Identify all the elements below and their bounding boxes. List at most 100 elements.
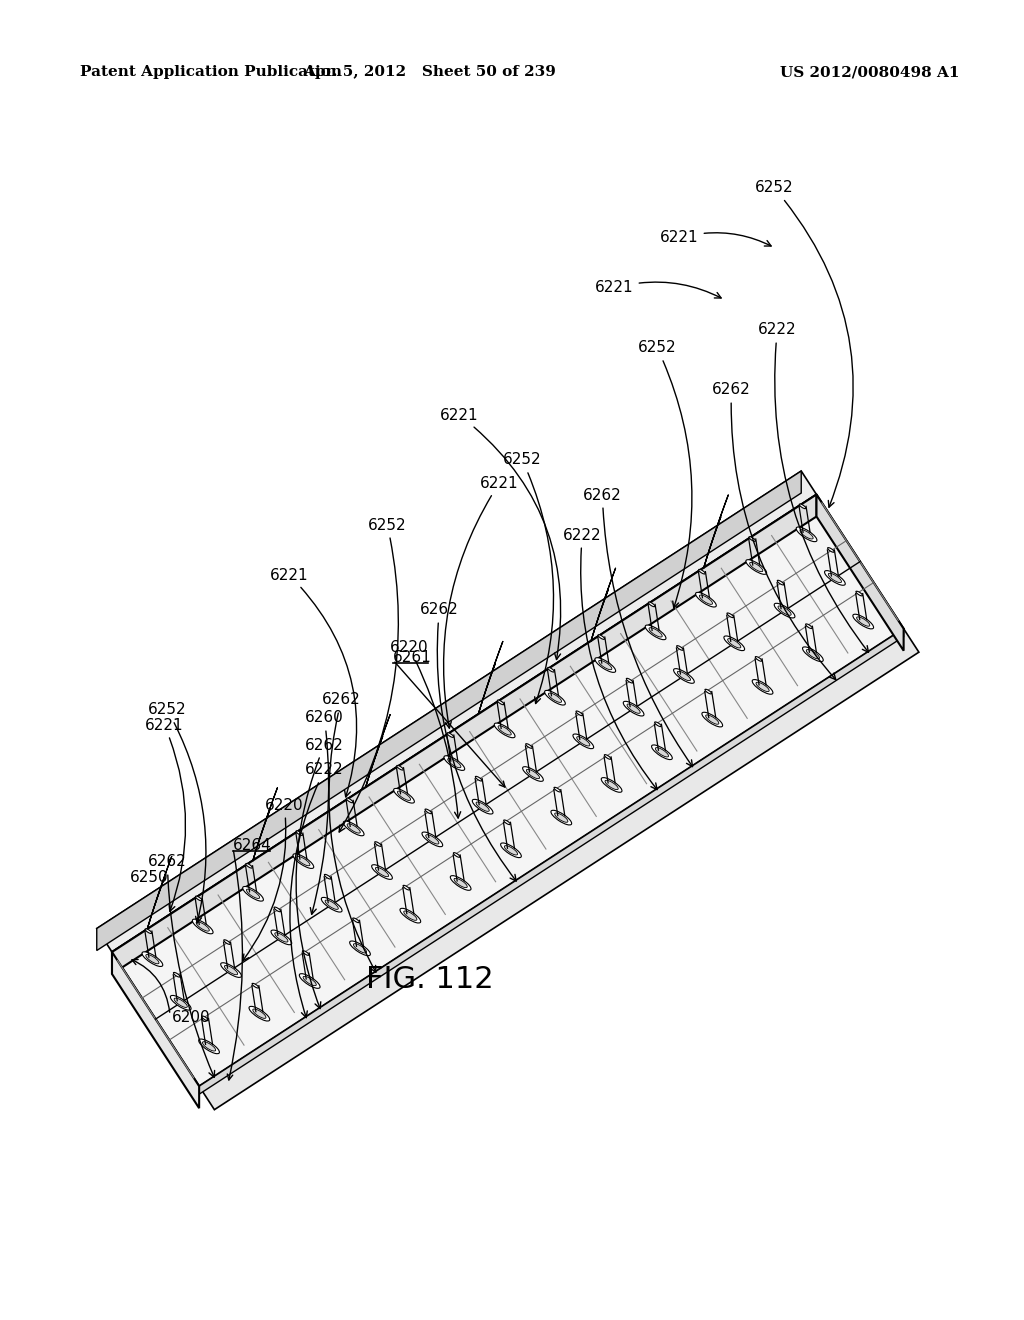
Ellipse shape — [828, 573, 842, 582]
Ellipse shape — [677, 672, 690, 681]
Text: 6252: 6252 — [755, 181, 853, 507]
Ellipse shape — [203, 1041, 216, 1051]
Text: 6252: 6252 — [503, 453, 554, 704]
Text: 6222: 6222 — [290, 763, 344, 1018]
Ellipse shape — [645, 626, 666, 640]
Ellipse shape — [803, 647, 823, 661]
Ellipse shape — [325, 900, 338, 909]
Ellipse shape — [749, 537, 756, 541]
Ellipse shape — [224, 940, 230, 944]
Ellipse shape — [400, 908, 421, 923]
Ellipse shape — [827, 548, 835, 552]
Ellipse shape — [604, 755, 611, 759]
Text: 6262: 6262 — [583, 487, 692, 767]
Ellipse shape — [202, 1016, 208, 1020]
Ellipse shape — [454, 853, 460, 857]
Text: 6221: 6221 — [440, 408, 561, 660]
Ellipse shape — [199, 1039, 219, 1053]
Ellipse shape — [193, 919, 213, 933]
Ellipse shape — [698, 569, 706, 574]
Ellipse shape — [575, 711, 583, 715]
Ellipse shape — [253, 1008, 266, 1018]
Ellipse shape — [271, 931, 292, 945]
Text: Apr. 5, 2012   Sheet 50 of 239: Apr. 5, 2012 Sheet 50 of 239 — [303, 65, 556, 79]
Ellipse shape — [551, 810, 571, 825]
Ellipse shape — [495, 723, 515, 738]
Ellipse shape — [750, 562, 763, 572]
Ellipse shape — [349, 941, 371, 956]
Polygon shape — [112, 495, 903, 1086]
Ellipse shape — [525, 743, 532, 748]
Ellipse shape — [648, 602, 655, 607]
Ellipse shape — [196, 896, 202, 900]
Ellipse shape — [548, 668, 554, 672]
Ellipse shape — [577, 737, 590, 746]
Ellipse shape — [522, 767, 544, 781]
Ellipse shape — [756, 656, 762, 661]
Ellipse shape — [627, 678, 633, 682]
Text: 6262: 6262 — [420, 602, 516, 880]
Ellipse shape — [545, 690, 565, 705]
Ellipse shape — [221, 962, 242, 977]
Polygon shape — [816, 495, 903, 651]
Ellipse shape — [346, 799, 353, 803]
Ellipse shape — [649, 628, 663, 638]
Ellipse shape — [376, 867, 389, 876]
Text: 6260: 6260 — [305, 710, 344, 915]
Ellipse shape — [505, 846, 517, 855]
Ellipse shape — [695, 593, 717, 607]
Ellipse shape — [224, 965, 238, 974]
Text: 6221: 6221 — [145, 718, 185, 911]
Ellipse shape — [627, 704, 640, 713]
Ellipse shape — [197, 921, 209, 931]
Ellipse shape — [853, 614, 873, 628]
Ellipse shape — [806, 624, 812, 628]
Text: 6262: 6262 — [296, 738, 344, 1008]
Ellipse shape — [343, 821, 365, 836]
Ellipse shape — [447, 759, 461, 768]
Text: 6222: 6222 — [563, 528, 657, 789]
Ellipse shape — [599, 660, 612, 669]
Ellipse shape — [274, 907, 281, 912]
Ellipse shape — [800, 504, 806, 508]
Ellipse shape — [252, 983, 259, 989]
Text: 6221: 6221 — [270, 568, 356, 797]
Ellipse shape — [598, 635, 604, 639]
Ellipse shape — [302, 950, 309, 956]
Ellipse shape — [573, 734, 594, 748]
Ellipse shape — [800, 529, 813, 539]
Text: 6221: 6221 — [443, 475, 518, 729]
Ellipse shape — [806, 649, 819, 659]
Ellipse shape — [857, 616, 869, 626]
Ellipse shape — [142, 952, 163, 966]
Ellipse shape — [274, 933, 288, 942]
Ellipse shape — [472, 800, 493, 814]
Ellipse shape — [303, 977, 316, 986]
Ellipse shape — [554, 787, 560, 792]
Ellipse shape — [403, 911, 417, 920]
Ellipse shape — [651, 744, 673, 759]
Polygon shape — [112, 495, 816, 974]
Ellipse shape — [774, 603, 795, 618]
Ellipse shape — [797, 527, 817, 541]
Ellipse shape — [824, 570, 845, 585]
Text: 6220: 6220 — [243, 797, 304, 961]
Ellipse shape — [498, 700, 504, 705]
Ellipse shape — [701, 713, 723, 727]
Ellipse shape — [601, 777, 622, 792]
Text: FIG. 112: FIG. 112 — [367, 965, 494, 994]
Text: 6222: 6222 — [758, 322, 868, 652]
Ellipse shape — [856, 591, 862, 595]
Text: 6264: 6264 — [233, 837, 271, 853]
Ellipse shape — [247, 890, 260, 899]
Text: 6252: 6252 — [638, 341, 692, 607]
Ellipse shape — [145, 954, 159, 964]
Ellipse shape — [475, 776, 482, 781]
Ellipse shape — [352, 917, 359, 923]
Text: 6252: 6252 — [339, 517, 407, 832]
Ellipse shape — [170, 995, 191, 1010]
Ellipse shape — [397, 791, 411, 800]
Ellipse shape — [451, 875, 471, 890]
Text: Patent Application Publication: Patent Application Publication — [80, 65, 342, 79]
Ellipse shape — [296, 830, 303, 836]
